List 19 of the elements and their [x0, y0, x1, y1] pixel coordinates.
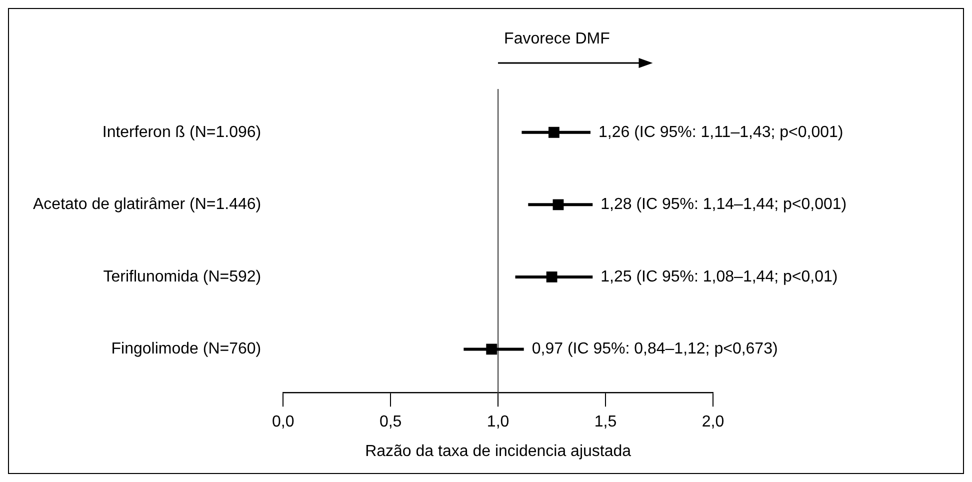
x-axis-title: Razão da taxa de incidencia ajustada	[365, 442, 632, 460]
data-label: 1,25 (IC 95%: 1,08–1,44; p<0,01)	[600, 268, 838, 286]
y-tick-label: Fingolimode (N=760)	[111, 340, 262, 358]
x-tick-label: 0,0	[272, 414, 294, 431]
x-tick-label: 0,5	[379, 414, 402, 431]
point	[552, 199, 564, 210]
data-label: 1,28 (IC 95%: 1,14–1,44; p<0,001)	[600, 196, 847, 214]
point	[548, 126, 560, 138]
x-tick-label: 2,0	[702, 414, 724, 431]
x-tick-label: 1,0	[486, 414, 510, 431]
x-tick-label: 1,5	[594, 414, 617, 431]
data-label: 1,26 (IC 95%: 1,11–1,43; p<0,001)	[598, 124, 844, 141]
point	[546, 271, 558, 282]
y-tick-label: Acetato de glatirâmer (N=1.446)	[32, 196, 262, 214]
y-tick-label: Teriflunomida (N=592)	[103, 268, 262, 286]
y-tick-label: Interferon ß (N=1.096)	[102, 124, 262, 141]
point	[486, 344, 498, 355]
text: Favorece DMF	[504, 30, 610, 48]
data-label: 0,97 (IC 95%: 0,84–1,12; p<0,673)	[532, 340, 778, 358]
